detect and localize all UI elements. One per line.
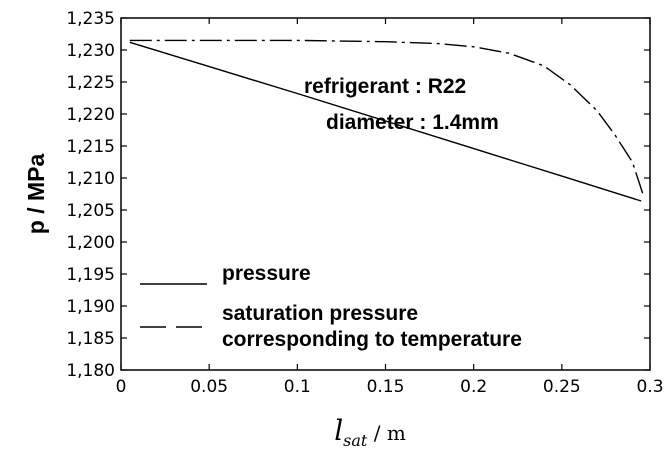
x-tick-label: 0.2: [460, 377, 487, 397]
x-tick-label: 0.05: [190, 377, 228, 397]
y-tick-label: 1,200: [66, 233, 115, 253]
x-axis-label-subscript: sat: [343, 431, 368, 450]
x-axis-ticks: 0 0.05 0.1 0.15 0.2 0.25 0.3: [116, 18, 664, 397]
y-tick-label: 1,180: [66, 361, 115, 381]
y-tick-label: 1,220: [66, 105, 115, 125]
legend-saturation-label-line1: saturation pressure: [222, 302, 418, 325]
y-tick-label: 1,225: [66, 73, 115, 93]
legend-saturation-label-line2: corresponding to temperature: [222, 328, 522, 351]
x-axis-label-symbol: l: [334, 414, 343, 447]
x-tick-label: 0: [116, 377, 127, 397]
series-saturation-pressure-line: [129, 39, 644, 195]
legend: pressure saturation pressure correspondi…: [140, 262, 522, 351]
series-pressure-line: [129, 41, 642, 202]
y-tick-label: 1,185: [66, 329, 115, 349]
annotation-refrigerant: refrigerant : R22: [304, 75, 466, 98]
y-tick-label: 1,190: [66, 297, 115, 317]
y-tick-label: 1,235: [66, 9, 115, 29]
x-tick-label: 0.3: [636, 377, 663, 397]
x-tick-label: 0.15: [367, 377, 405, 397]
y-tick-label: 1,195: [66, 265, 115, 285]
annotation-diameter: diameter : 1.4mm: [326, 111, 499, 134]
x-axis-label: lsat / m: [334, 414, 406, 450]
x-tick-label: 0.1: [284, 377, 311, 397]
x-tick-label: 0.25: [543, 377, 581, 397]
series-layer: [129, 39, 644, 202]
y-tick-label: 1,210: [66, 169, 115, 189]
x-axis-label-unit: / m: [367, 421, 405, 445]
y-axis-ticks: 1,180 1,185 1,190 1,195 1,200 1,205 1,210 1,215…: [66, 9, 650, 381]
y-axis-label: p / MPa: [23, 154, 49, 235]
y-tick-label: 1,215: [66, 137, 115, 157]
y-tick-label: 1,230: [66, 41, 115, 61]
legend-pressure-label: pressure: [222, 262, 311, 285]
y-tick-label: 1,205: [66, 201, 115, 221]
